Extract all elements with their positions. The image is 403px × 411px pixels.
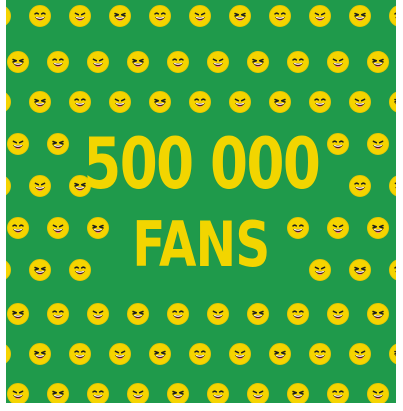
laughing-face-icon	[167, 383, 189, 403]
laughing-face-icon	[327, 383, 349, 403]
laughing-face-icon	[7, 133, 29, 155]
laughing-face-icon	[109, 5, 131, 27]
laughing-face-icon	[29, 259, 51, 281]
laughing-face-icon	[189, 91, 211, 113]
laughing-face-icon	[287, 383, 309, 403]
laughing-face-icon	[87, 51, 109, 73]
laughing-face-icon	[47, 133, 69, 155]
laughing-face-icon	[87, 303, 109, 325]
laughing-face-icon	[367, 51, 389, 73]
laughing-face-icon	[109, 91, 131, 113]
laughing-face-icon	[389, 5, 396, 27]
laughing-face-icon	[207, 383, 229, 403]
laughing-face-icon	[327, 51, 349, 73]
laughing-face-icon	[127, 383, 149, 403]
laughing-face-icon	[309, 259, 331, 281]
laughing-face-icon	[7, 383, 29, 403]
laughing-face-icon	[389, 343, 396, 365]
laughing-face-icon	[269, 5, 291, 27]
laughing-face-icon	[367, 303, 389, 325]
laughing-face-icon	[247, 303, 269, 325]
laughing-face-icon	[349, 5, 371, 27]
laughing-face-icon	[247, 51, 269, 73]
laughing-face-icon	[367, 133, 389, 155]
laughing-face-icon	[349, 259, 371, 281]
laughing-face-icon	[327, 133, 349, 155]
laughing-face-icon	[309, 91, 331, 113]
laughing-face-icon	[367, 217, 389, 239]
laughing-face-icon	[29, 91, 51, 113]
laughing-face-icon	[29, 175, 51, 197]
laughing-face-icon	[6, 259, 11, 281]
laughing-face-icon	[69, 5, 91, 27]
laughing-face-icon	[6, 5, 11, 27]
laughing-face-icon	[287, 51, 309, 73]
laughing-face-icon	[287, 217, 309, 239]
laughing-face-icon	[87, 383, 109, 403]
laughing-face-icon	[349, 91, 371, 113]
laughing-face-icon	[7, 217, 29, 239]
laughing-face-icon	[6, 175, 11, 197]
laughing-face-icon	[229, 5, 251, 27]
laughing-face-icon	[69, 259, 91, 281]
laughing-face-icon	[47, 303, 69, 325]
laughing-face-icon	[47, 383, 69, 403]
laughing-face-icon	[207, 303, 229, 325]
laughing-face-icon	[269, 343, 291, 365]
laughing-face-icon	[189, 343, 211, 365]
laughing-face-icon	[69, 91, 91, 113]
laughing-face-icon	[389, 259, 396, 281]
laughing-face-icon	[189, 5, 211, 27]
laughing-face-icon	[29, 343, 51, 365]
laughing-face-icon	[69, 175, 91, 197]
laughing-face-icon	[109, 343, 131, 365]
laughing-face-icon	[367, 383, 389, 403]
laughing-face-icon	[87, 217, 109, 239]
laughing-face-icon	[349, 343, 371, 365]
laughing-face-icon	[29, 5, 51, 27]
fans-poster: 500 000 FANS	[6, 0, 396, 403]
laughing-face-icon	[389, 91, 396, 113]
laughing-face-icon	[6, 343, 11, 365]
emoji-pattern	[6, 0, 396, 403]
laughing-face-icon	[207, 51, 229, 73]
laughing-face-icon	[167, 51, 189, 73]
laughing-face-icon	[229, 91, 251, 113]
laughing-face-icon	[327, 217, 349, 239]
laughing-face-icon	[389, 175, 396, 197]
laughing-face-icon	[167, 303, 189, 325]
laughing-face-icon	[47, 51, 69, 73]
laughing-face-icon	[127, 51, 149, 73]
laughing-face-icon	[149, 5, 171, 27]
laughing-face-icon	[149, 343, 171, 365]
laughing-face-icon	[69, 343, 91, 365]
laughing-face-icon	[7, 303, 29, 325]
laughing-face-icon	[6, 91, 11, 113]
laughing-face-icon	[269, 91, 291, 113]
laughing-face-icon	[309, 5, 331, 27]
laughing-face-icon	[287, 303, 309, 325]
laughing-face-icon	[7, 51, 29, 73]
laughing-face-icon	[247, 383, 269, 403]
laughing-face-icon	[309, 343, 331, 365]
laughing-face-icon	[127, 303, 149, 325]
laughing-face-icon	[327, 303, 349, 325]
laughing-face-icon	[149, 91, 171, 113]
laughing-face-icon	[47, 217, 69, 239]
laughing-face-icon	[349, 175, 371, 197]
laughing-face-icon	[229, 343, 251, 365]
